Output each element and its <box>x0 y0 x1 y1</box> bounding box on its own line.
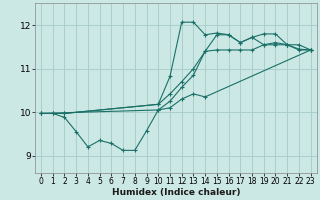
X-axis label: Humidex (Indice chaleur): Humidex (Indice chaleur) <box>112 188 240 197</box>
